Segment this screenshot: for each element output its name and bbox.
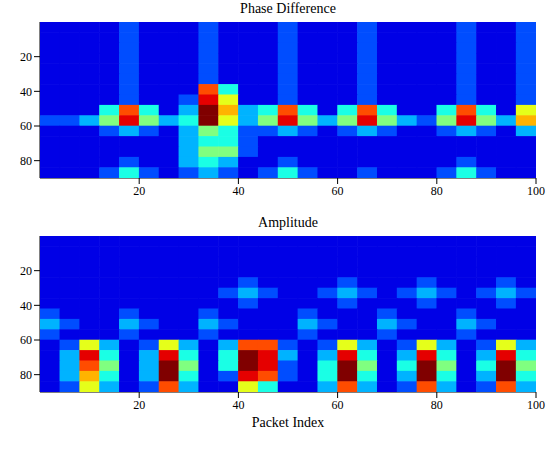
html-text:Phase Difference: Phase Difference: [240, 1, 336, 16]
svg-text:40: 40: [232, 184, 244, 198]
svg-text:80: 80: [431, 184, 443, 198]
svg-text:20: 20: [133, 184, 145, 198]
svg-text:60: 60: [332, 184, 344, 198]
svg-text:100: 100: [527, 398, 545, 412]
html-text:Amplitude: Amplitude: [258, 215, 318, 230]
html-text:Packet Index: Packet Index: [251, 415, 325, 430]
svg-text:80: 80: [20, 368, 32, 382]
svg-text:80: 80: [20, 154, 32, 168]
svg-text:100: 100: [527, 184, 545, 198]
svg-text:60: 60: [20, 333, 32, 347]
svg-text:60: 60: [332, 398, 344, 412]
svg-text:40: 40: [20, 299, 32, 313]
svg-text:20: 20: [133, 398, 145, 412]
svg-text:80: 80: [431, 398, 443, 412]
svg-text:20: 20: [20, 264, 32, 278]
svg-text:20: 20: [20, 50, 32, 64]
svg-text:40: 40: [20, 85, 32, 99]
svg-text:40: 40: [232, 398, 244, 412]
svg-text:60: 60: [20, 119, 32, 133]
